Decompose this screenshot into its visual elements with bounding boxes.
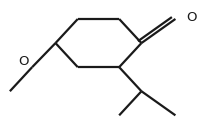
Text: O: O <box>186 11 197 24</box>
Text: O: O <box>18 55 29 68</box>
